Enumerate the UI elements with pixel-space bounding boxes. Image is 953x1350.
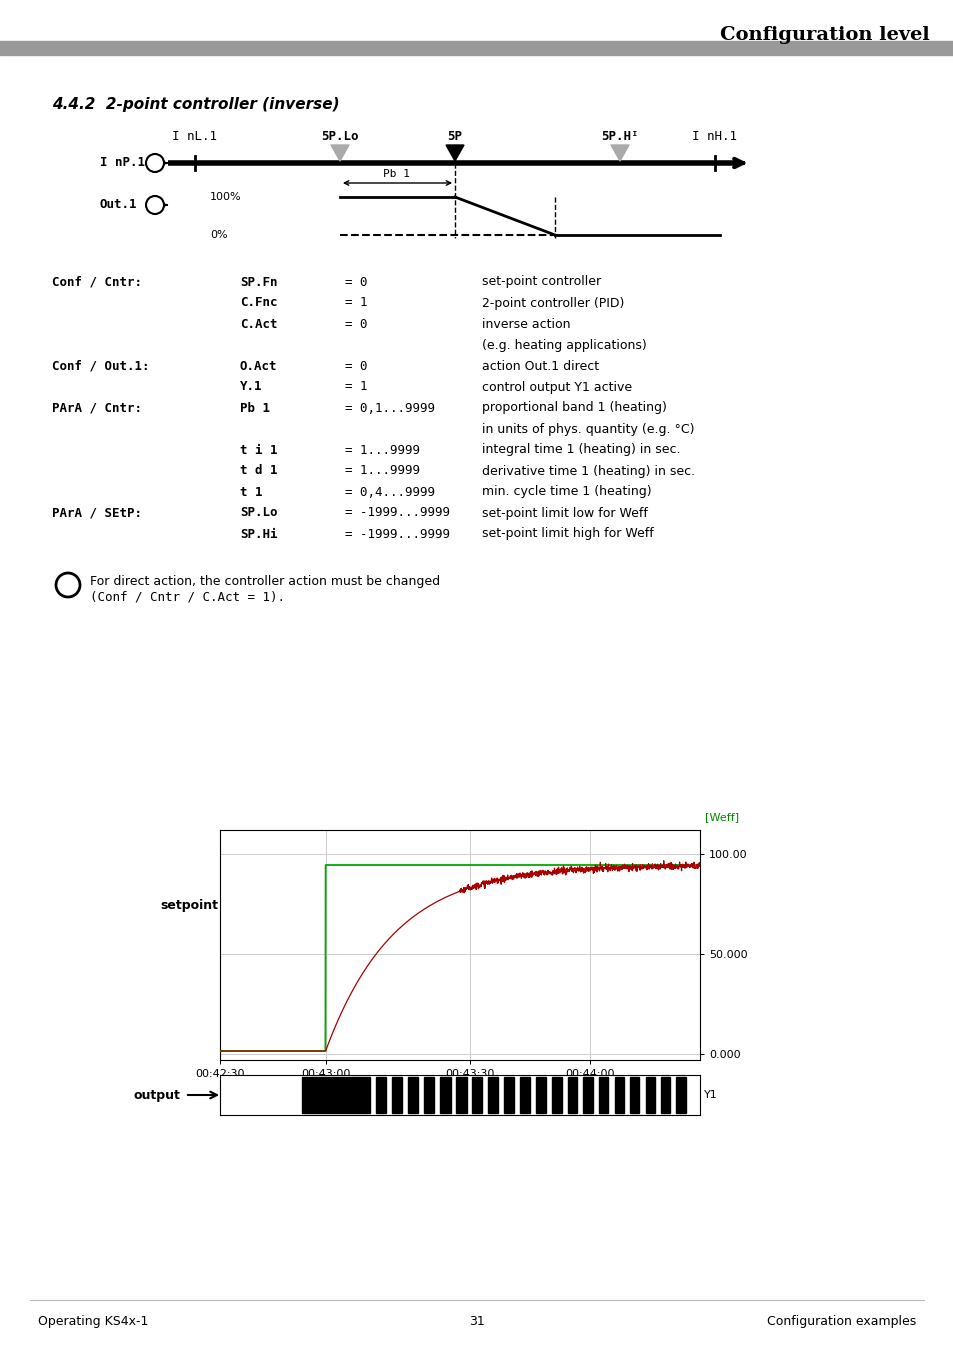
Bar [424,1077,434,1112]
Bar [645,1077,654,1112]
Text: (Conf / Cntr / C.Act = 1).: (Conf / Cntr / C.Act = 1). [90,591,285,603]
Text: = 1...9999: = 1...9999 [345,444,419,456]
Text: = -1999...9999: = -1999...9999 [345,506,450,520]
Text: output: output [133,1088,180,1102]
Text: integral time 1 (heating) in sec.: integral time 1 (heating) in sec. [481,444,679,456]
Text: = 1: = 1 [345,297,367,309]
Text: set-point controller: set-point controller [481,275,600,289]
Text: derivative time 1 (heating) in sec.: derivative time 1 (heating) in sec. [481,464,695,478]
Text: in units of phys. quantity (e.g. °C): in units of phys. quantity (e.g. °C) [481,423,694,436]
Bar [582,1077,592,1112]
Circle shape [146,196,164,215]
Text: Operating KS4x-1: Operating KS4x-1 [38,1315,149,1328]
Circle shape [56,572,80,597]
Text: = 1...9999: = 1...9999 [345,464,419,478]
Bar [536,1077,545,1112]
Bar [676,1077,685,1112]
Text: PArA / Cntr:: PArA / Cntr: [52,401,142,414]
Text: set-point limit low for Weff: set-point limit low for Weff [481,506,647,520]
Bar [359,1077,370,1112]
Text: Conf / Out.1:: Conf / Out.1: [52,359,150,373]
Text: Pb 1: Pb 1 [383,169,410,180]
Text: O.Act: O.Act [240,359,277,373]
Text: C.Fnc: C.Fnc [240,297,277,309]
Bar [551,1077,561,1112]
Text: SP.Lo: SP.Lo [240,506,277,520]
Text: 2-point controller (PID): 2-point controller (PID) [481,297,623,309]
Text: C.Act: C.Act [240,317,277,331]
Bar [392,1077,402,1112]
Text: control output Y1 active: control output Y1 active [481,381,632,393]
Text: inverse action: inverse action [481,317,570,331]
Text: Conf / Cntr:: Conf / Cntr: [52,275,142,289]
Polygon shape [446,144,463,161]
Text: setpoint: setpoint [160,899,218,911]
Text: SP.Hi: SP.Hi [240,528,277,540]
Text: 0%: 0% [210,230,228,240]
Text: proportional band 1 (heating): proportional band 1 (heating) [481,401,666,414]
Text: Y1: Y1 [703,1089,717,1100]
Text: Pb 1: Pb 1 [240,401,270,414]
Text: I nH.1: I nH.1 [692,130,737,143]
Text: 4.4.2  2-point controller (inverse): 4.4.2 2-point controller (inverse) [52,97,339,112]
Bar [375,1077,386,1112]
Bar [408,1077,418,1112]
Text: SP.Fn: SP.Fn [240,275,277,289]
Text: = 0: = 0 [345,317,367,331]
Bar [301,1077,359,1112]
Text: 100%: 100% [210,192,241,202]
Bar [440,1077,450,1112]
Bar [472,1077,482,1112]
Text: I nL.1: I nL.1 [172,130,217,143]
Bar [456,1077,466,1112]
Text: Out.1: Out.1 [100,198,137,212]
Text: 5P: 5P [447,130,462,143]
Text: t d 1: t d 1 [240,464,277,478]
Bar [567,1077,577,1112]
Circle shape [146,154,164,171]
Text: t 1: t 1 [240,486,262,498]
Text: Y.1: Y.1 [240,381,262,393]
Text: = 0,1...9999: = 0,1...9999 [345,401,435,414]
Polygon shape [331,144,349,161]
Bar [614,1077,623,1112]
Bar [519,1077,530,1112]
Bar [598,1077,608,1112]
Polygon shape [610,144,628,161]
Bar [488,1077,497,1112]
Text: action Out.1 direct: action Out.1 direct [481,359,598,373]
Text: 5P.Lo: 5P.Lo [321,130,358,143]
Text: process value: process value [430,964,526,976]
Text: For direct action, the controller action must be changed: For direct action, the controller action… [90,575,439,589]
Bar [504,1077,514,1112]
Text: Configuration level: Configuration level [720,26,929,45]
Text: = 0: = 0 [345,275,367,289]
Bar [660,1077,670,1112]
Text: (e.g. heating applications): (e.g. heating applications) [481,339,646,351]
Bar [0,40,953,55]
Text: = 1: = 1 [345,381,367,393]
Text: i: i [66,578,71,593]
Text: 31: 31 [469,1315,484,1328]
Text: PArA / SEtP:: PArA / SEtP: [52,506,142,520]
Bar [629,1077,639,1112]
Text: I nP.1: I nP.1 [100,157,145,170]
Text: set-point limit high for Weff: set-point limit high for Weff [481,528,653,540]
Text: 5P.Hᴵ: 5P.Hᴵ [600,130,639,143]
Text: = 0,4...9999: = 0,4...9999 [345,486,435,498]
Text: min. cycle time 1 (heating): min. cycle time 1 (heating) [481,486,651,498]
Text: = 0: = 0 [345,359,367,373]
Text: Configuration examples: Configuration examples [766,1315,915,1328]
Text: = -1999...9999: = -1999...9999 [345,528,450,540]
Text: t i 1: t i 1 [240,444,277,456]
Text: [Weff]: [Weff] [704,811,739,822]
